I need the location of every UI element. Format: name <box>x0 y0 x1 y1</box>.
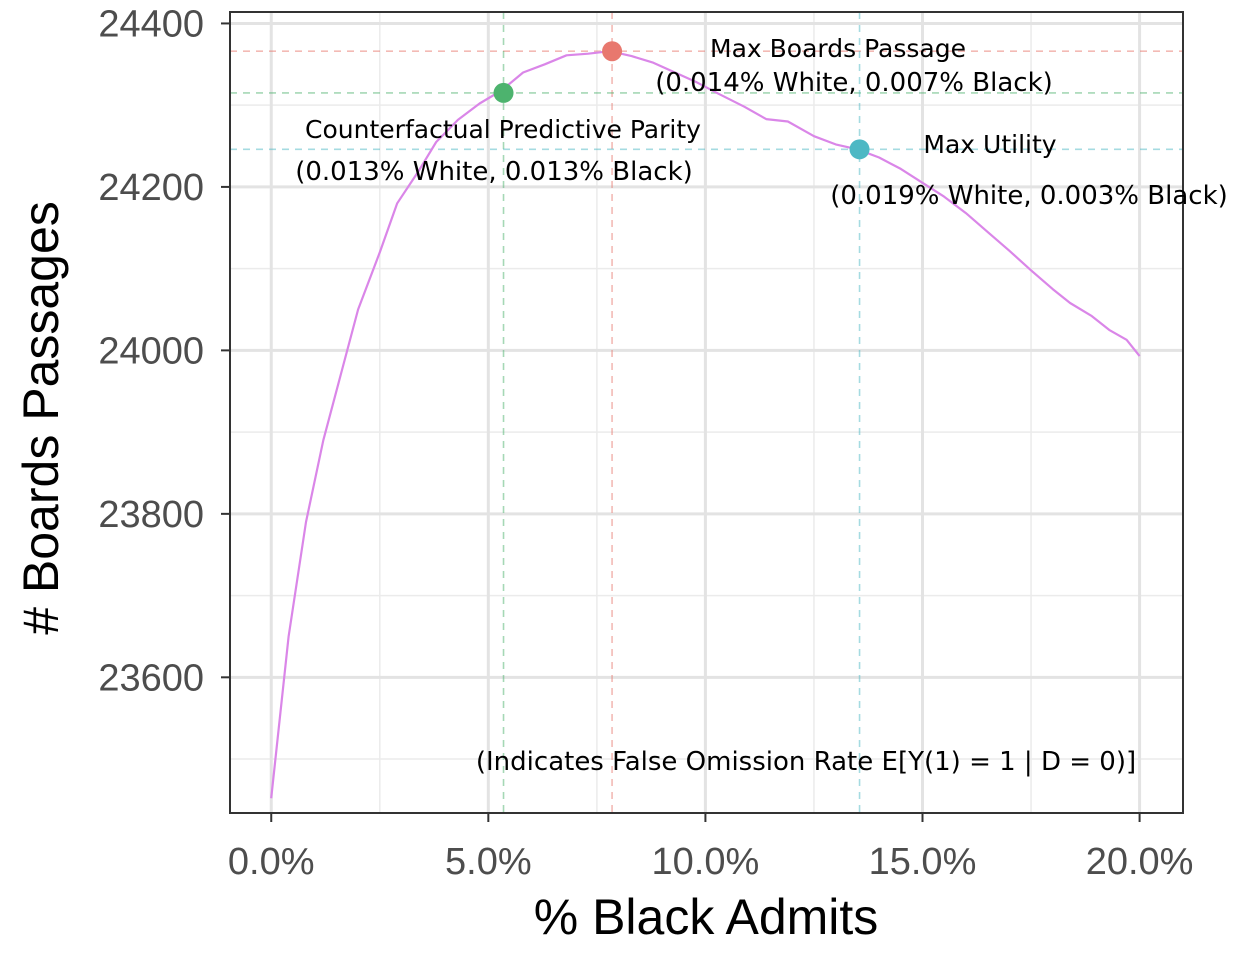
x-axis-tick-label: 20.0% <box>1086 841 1194 883</box>
plot-panel-border <box>229 11 1184 814</box>
annotation-max-boards-sublabel: (0.014% White, 0.007% Black) <box>655 68 1053 98</box>
y-axis-tick-label: 23800 <box>98 494 204 536</box>
highlight-point <box>602 41 623 62</box>
annotation-max-utility: Max Utility (0.019% White, 0.003% Black) <box>830 130 1228 211</box>
annotation-max-boards-label: Max Boards Passage <box>710 34 966 63</box>
series-line <box>270 50 1141 799</box>
y-axis-tick-label: 24000 <box>98 330 204 372</box>
x-axis-tick-label: 0.0% <box>228 841 315 883</box>
x-axis-tick-label: 5.0% <box>445 841 532 883</box>
annotation-counterfactual-parity: Counterfactual Predictive Parity (0.013%… <box>295 115 701 187</box>
highlight-point <box>493 82 514 103</box>
y-axis-tick-label: 24400 <box>98 3 204 45</box>
footnote-false-omission-rate: (Indicates False Omission Rate E[Y(1) = … <box>476 747 1136 777</box>
y-axis-tick-label: 23600 <box>98 657 204 699</box>
grid <box>230 12 1183 813</box>
annotation-max-utility-label: Max Utility <box>923 130 1056 159</box>
annotation-max-boards: Max Boards Passage (0.014% White, 0.007%… <box>655 34 1053 98</box>
annotation-counterfactual-parity-sublabel: (0.013% White, 0.013% Black) <box>295 157 693 187</box>
annotation-counterfactual-parity-label: Counterfactual Predictive Parity <box>305 115 701 144</box>
x-axis-title: % Black Admits <box>534 889 879 945</box>
x-axis-tick-label: 10.0% <box>652 841 760 883</box>
series-layer <box>270 50 1141 799</box>
highlight-point <box>849 139 870 160</box>
annotation-max-utility-sublabel: (0.019% White, 0.003% Black) <box>830 181 1228 211</box>
y-axis-title: # Boards Passages <box>13 201 69 635</box>
y-axis-tick-label: 24200 <box>98 167 204 209</box>
highlight-points <box>493 41 870 160</box>
axes: 0.0% 5.0% 10.0% 15.0% 20.0% 23600 23800 24000 24… <box>98 3 1193 883</box>
x-axis-tick-label: 15.0% <box>869 841 977 883</box>
